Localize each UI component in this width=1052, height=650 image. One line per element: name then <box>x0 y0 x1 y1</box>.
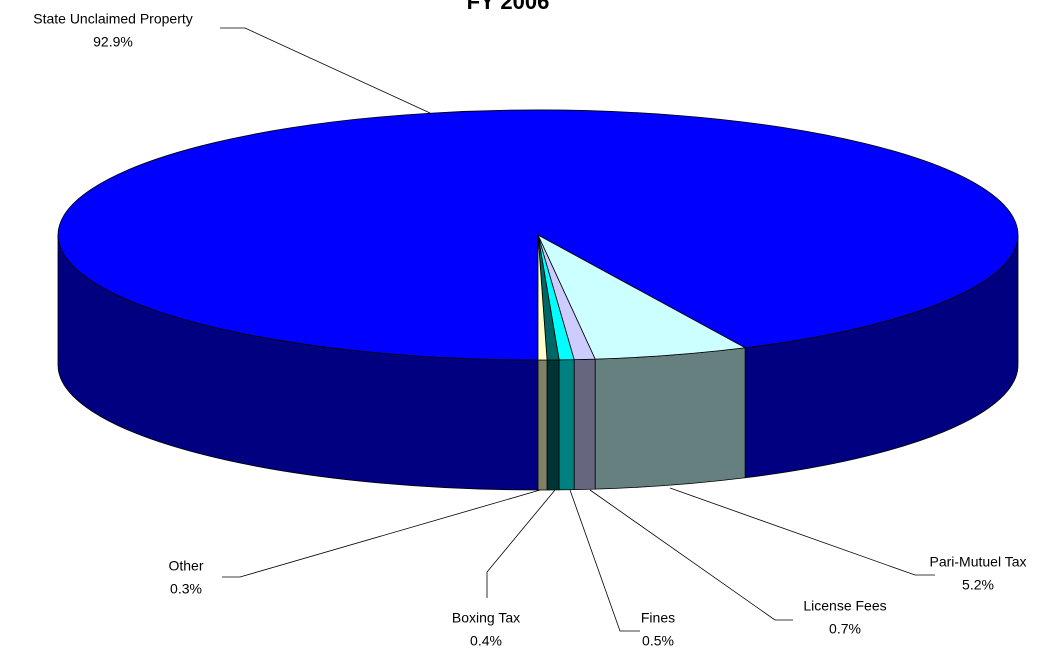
leader-line <box>669 487 935 576</box>
slice-label: Fines <box>641 610 675 626</box>
leader-line <box>220 27 431 114</box>
slice-value-label: 92.9% <box>93 34 133 50</box>
slice-label: License Fees <box>803 598 886 614</box>
slice-label: Pari-Mutuel Tax <box>929 554 1026 570</box>
chart-title: FY 2006 <box>467 0 550 14</box>
pie-slice <box>537 234 747 360</box>
pie-slice <box>537 234 548 361</box>
leader-line <box>569 489 640 632</box>
pie-side <box>573 358 596 491</box>
leader-line <box>222 489 541 578</box>
slice-label: Boxing Tax <box>452 610 520 626</box>
slice-value-label: 0.7% <box>829 621 861 637</box>
pie-side <box>546 359 560 491</box>
slice-label: Other <box>168 558 203 574</box>
slice-value-label: 0.5% <box>642 633 674 649</box>
pie-side <box>594 347 746 490</box>
leader-line <box>589 489 793 621</box>
slice-value-label: 0.3% <box>170 581 202 597</box>
slice-value-label: 0.4% <box>470 633 502 649</box>
pie-side <box>537 359 548 491</box>
slice-label: State Unclaimed Property <box>33 11 193 27</box>
leader-line <box>486 489 556 598</box>
slice-value-label: 5.2% <box>962 577 994 593</box>
pie-side <box>558 359 575 491</box>
